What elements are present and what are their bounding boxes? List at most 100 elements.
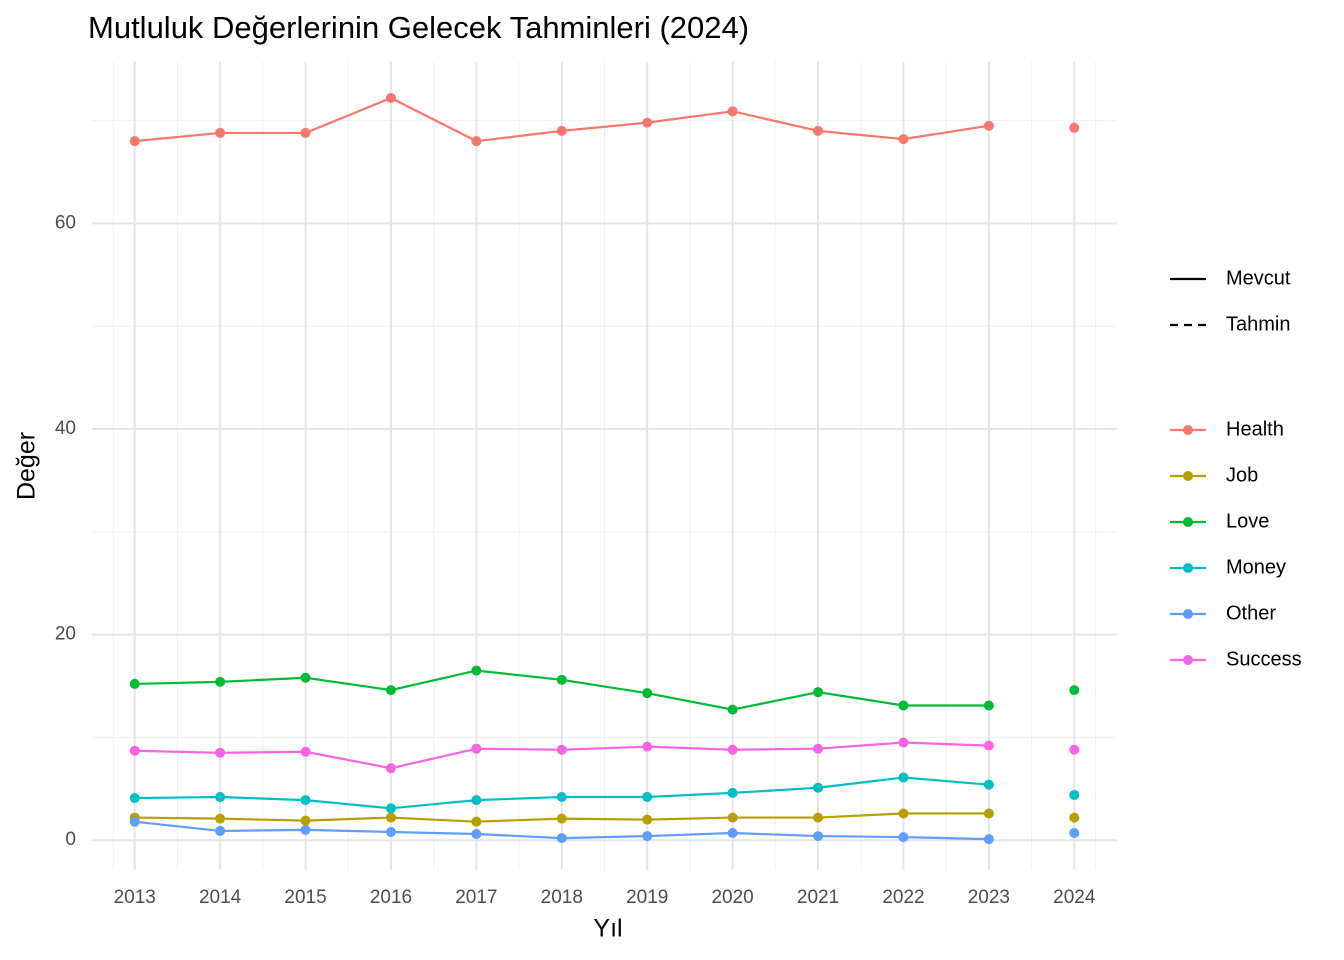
x-axis-label: Yıl	[593, 915, 622, 943]
data-point	[983, 834, 994, 845]
data-point	[983, 740, 994, 751]
y-tick-label: 60	[55, 212, 76, 233]
data-point	[898, 808, 909, 819]
data-point	[898, 832, 909, 843]
data-point	[556, 674, 567, 685]
data-point	[300, 795, 311, 806]
data-point	[215, 792, 226, 803]
data-point	[215, 127, 226, 138]
data-point	[300, 672, 311, 683]
x-tick-label: 2015	[284, 887, 326, 908]
x-tick-label: 2022	[882, 887, 924, 908]
x-tick-label: 2020	[711, 887, 753, 908]
data-point	[385, 812, 396, 823]
data-point	[642, 117, 653, 128]
data-point	[727, 827, 738, 838]
data-point	[471, 795, 482, 806]
data-point	[385, 763, 396, 774]
data-point	[898, 737, 909, 748]
data-point	[813, 831, 824, 842]
x-tick-label: 2024	[1053, 887, 1096, 908]
x-tick-label: 2013	[114, 887, 156, 908]
data-point	[727, 106, 738, 117]
data-point	[129, 678, 140, 689]
x-tick-label: 2019	[626, 887, 668, 908]
data-point	[471, 743, 482, 754]
legend-key	[1183, 655, 1193, 665]
data-point	[813, 812, 824, 823]
data-point	[642, 831, 653, 842]
data-point	[983, 700, 994, 711]
data-point	[556, 813, 567, 824]
data-point	[215, 676, 226, 687]
data-point	[129, 816, 140, 827]
legend-label: Love	[1226, 510, 1269, 532]
x-tick-label: 2014	[199, 887, 242, 908]
y-axis-label: Değer	[13, 432, 41, 500]
data-point	[813, 782, 824, 793]
data-point	[727, 787, 738, 798]
forecast-point	[1069, 812, 1080, 823]
legend-label: Money	[1226, 556, 1286, 578]
data-point	[898, 700, 909, 711]
data-point	[642, 792, 653, 803]
data-point	[385, 685, 396, 696]
data-point	[215, 825, 226, 836]
data-point	[129, 745, 140, 756]
forecast-point	[1069, 122, 1080, 133]
chart-title: Mutluluk Değerlerinin Gelecek Tahminleri…	[88, 10, 749, 45]
data-point	[642, 688, 653, 699]
legend-label: Mevcut	[1226, 267, 1291, 289]
data-point	[727, 704, 738, 715]
y-tick-label: 40	[55, 418, 76, 439]
data-point	[471, 829, 482, 840]
data-point	[471, 136, 482, 147]
legend-label: Tahmin	[1226, 313, 1290, 335]
data-point	[300, 746, 311, 757]
data-point	[385, 803, 396, 814]
data-point	[556, 125, 567, 136]
data-point	[556, 744, 567, 755]
legend-label: Success	[1226, 648, 1302, 670]
forecast-point	[1069, 827, 1080, 838]
data-point	[983, 120, 994, 131]
x-tick-label: 2021	[797, 887, 839, 908]
data-point	[813, 743, 824, 754]
legend-key	[1183, 425, 1193, 435]
x-tick-label: 2016	[370, 887, 412, 908]
data-point	[300, 815, 311, 826]
data-point	[813, 687, 824, 698]
legend-key	[1183, 517, 1193, 527]
data-point	[898, 134, 909, 145]
legend-key	[1183, 609, 1193, 619]
forecast-point	[1069, 744, 1080, 755]
data-point	[983, 808, 994, 819]
legend-label: Job	[1226, 464, 1258, 486]
data-point	[983, 779, 994, 790]
data-point	[727, 744, 738, 755]
legend-key	[1183, 471, 1193, 481]
data-point	[642, 814, 653, 825]
data-point	[385, 826, 396, 837]
data-point	[471, 816, 482, 827]
x-tick-label: 2017	[455, 887, 497, 908]
data-point	[727, 812, 738, 823]
legend-label: Other	[1226, 602, 1276, 624]
x-tick-label: 2023	[968, 887, 1010, 908]
data-point	[129, 793, 140, 804]
data-point	[300, 127, 311, 138]
x-tick-label: 2018	[541, 887, 583, 908]
data-point	[129, 136, 140, 147]
forecast-point	[1069, 789, 1080, 800]
forecast-point	[1069, 685, 1080, 696]
y-tick-label: 0	[65, 829, 76, 850]
legend-key	[1183, 563, 1193, 573]
y-tick-label: 20	[55, 624, 76, 645]
data-point	[813, 125, 824, 136]
data-point	[215, 813, 226, 824]
data-point	[556, 833, 567, 844]
data-point	[215, 747, 226, 758]
data-point	[300, 824, 311, 835]
data-point	[642, 741, 653, 752]
